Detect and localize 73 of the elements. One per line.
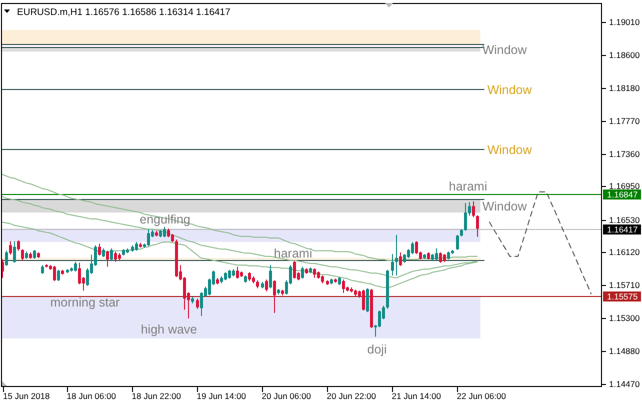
- y-tick-label: 1.19010: [609, 17, 640, 28]
- x-tick-label: 19 Jun 14:00: [196, 391, 246, 401]
- candlestick: [265, 278, 268, 292]
- x-tick-label: 20 Jun 22:00: [326, 391, 376, 401]
- y-tick-label: 1.17770: [609, 116, 640, 126]
- candlestick: [342, 278, 345, 294]
- candlestick: [456, 234, 459, 250]
- y-tick-label: 1.14880: [609, 346, 640, 356]
- annotation: morning star: [50, 295, 120, 310]
- candlestick: [415, 240, 418, 254]
- band-label: Window: [482, 200, 528, 214]
- candlestick: [147, 228, 150, 246]
- candlestick: [269, 264, 272, 289]
- candlestick: [273, 280, 276, 314]
- candlestick: [472, 200, 475, 218]
- candlestick: [98, 243, 101, 256]
- candlestick: [106, 250, 109, 268]
- y-tick-label: 1.16950: [609, 181, 640, 192]
- candlestick: [5, 250, 8, 266]
- x-tick-label: 18 Jun 22:00: [132, 391, 182, 401]
- candlestick: [464, 202, 467, 232]
- annotation: doji: [367, 342, 387, 356]
- y-tick-label: 1.18180: [609, 83, 640, 94]
- ref-line-label: Window: [487, 82, 533, 97]
- candlestick: [200, 292, 203, 317]
- candlestick: [196, 298, 199, 310]
- annotation: harami: [448, 179, 488, 194]
- candlestick: [439, 252, 442, 264]
- candlestick: [86, 268, 89, 286]
- candlestick: [53, 265, 56, 282]
- candlestick: [110, 248, 113, 261]
- y-tick-label: 1.16120: [609, 247, 640, 258]
- candlestick: [17, 240, 20, 252]
- annotation: high wave: [140, 322, 198, 336]
- candlestick: [74, 261, 77, 272]
- candlestick: [411, 242, 414, 254]
- y-tick-label: 1.16530: [609, 215, 640, 226]
- ref-line-label: Window: [487, 142, 533, 157]
- candlestick: [13, 240, 16, 264]
- candlestick: [236, 266, 239, 280]
- candlestick: [301, 266, 304, 280]
- x-tick-label: 22 Jun 06:00: [456, 391, 506, 401]
- candlestick: [21, 248, 24, 261]
- x-tick-label: 20 Jun 06:00: [262, 391, 312, 401]
- candlestick: [362, 289, 365, 312]
- candlestick: [391, 253, 394, 276]
- y-tick-label: 1.15300: [609, 313, 640, 324]
- y-tick-label: 1.15710: [609, 280, 640, 290]
- y-tick-label: 1.17360: [609, 149, 640, 160]
- candlestick: [9, 240, 12, 256]
- y-tick-label: 1.18600: [609, 50, 640, 60]
- candlestick: [395, 234, 398, 276]
- chart-title: EURUSD.m,H1 1.16576 1.16586 1.16314 1.16417: [17, 7, 230, 18]
- ref-line-label: 1.15575: [607, 291, 638, 302]
- candlestick: [313, 268, 316, 278]
- y-tick-label: 1.14470: [609, 379, 640, 390]
- candlestick: [476, 214, 479, 238]
- candlestick: [114, 251, 117, 262]
- x-tick-label: 15 Jun 2018: [2, 391, 50, 401]
- candlestick: [78, 262, 81, 285]
- annotation: harami: [274, 246, 312, 260]
- candlestick: [163, 226, 166, 238]
- band-label: Window: [482, 42, 528, 57]
- candlestick: [366, 288, 369, 313]
- ref-line-label: 1.16417: [607, 224, 638, 234]
- ref-line-label: 1.16847: [607, 189, 638, 200]
- candlestick: [378, 310, 381, 328]
- x-tick-label: 18 Jun 06:00: [66, 391, 116, 401]
- candlestick: [57, 269, 60, 282]
- candlestick: [399, 252, 402, 266]
- candlestick: [293, 260, 296, 280]
- x-tick-label: 21 Jun 14:00: [392, 391, 442, 401]
- candlestick: [435, 248, 438, 261]
